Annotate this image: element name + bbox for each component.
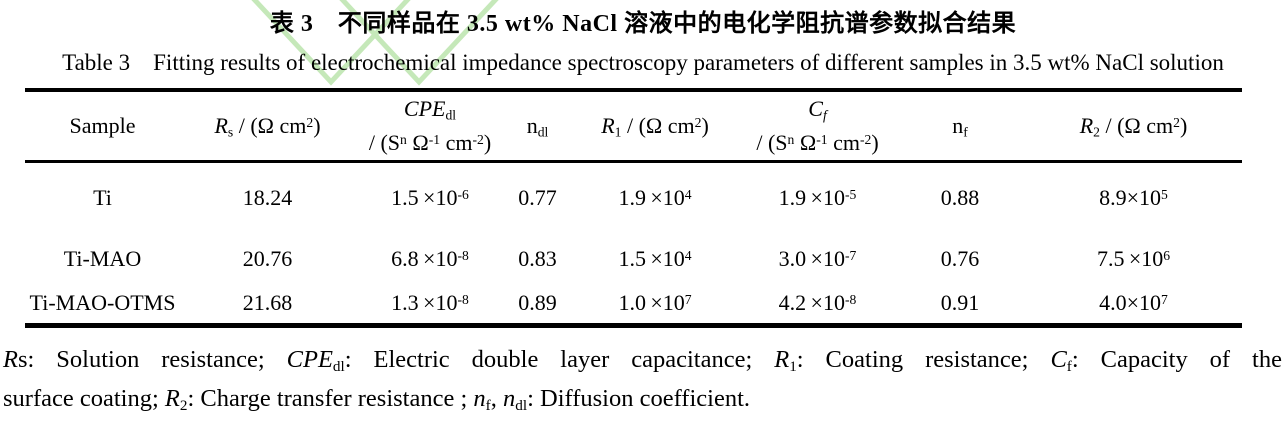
value-cell: 0.89: [518, 290, 557, 316]
value-cell: 21.68: [242, 290, 293, 316]
value-cell: 1.5 ×10-6: [391, 185, 469, 211]
column-header: Cf / (Sn Ω-1 cm-2): [756, 96, 879, 156]
column-header: nf: [952, 113, 968, 140]
table-caption-chinese: 表 3 不同样品在 3.5 wt% NaCl 溶液中的电化学阻抗谱参数拟合结果: [269, 11, 1017, 37]
table-row: Ti-MAO 20.76 6.8 ×10-8 0.83 1.5 ×104 3.0 ×10-…: [25, 234, 1242, 284]
value-cell: 0.88: [940, 185, 980, 211]
value-cell: 4.2 ×10-8: [778, 290, 857, 316]
table-footnote: Rs: Solution resistance; CPEdl: Electric…: [3, 340, 1282, 418]
table-body: Ti 18.24 1.5 ×10-6 0.77 1.9 ×104 1.9 ×10-5 0.8…: [25, 162, 1242, 326]
footnote-line-1: Rs: Solution resistance; CPEdl: Electric…: [3, 346, 1282, 375]
column-header: CPEdl / (Sn Ω-1 cm-2): [368, 96, 492, 156]
column-header: Sample: [69, 113, 136, 139]
footnote-line-2: surface coating; R2: Charge transfer res…: [3, 385, 751, 414]
value-cell: 1.9 ×10-5: [778, 185, 857, 211]
column-header: ndl: [526, 113, 549, 140]
value-cell: 3.0 ×10-7: [778, 245, 857, 271]
value-cell: 1.0 ×107: [618, 290, 692, 316]
value-cell: 20.76: [242, 245, 293, 271]
value-cell: 6.8 ×10-8: [391, 245, 469, 271]
table-header: Sample Rs / (Ω cm2) CPEdl / (Sn Ω-1 cm-2) nd…: [25, 90, 1242, 162]
value-cell: 0.76: [940, 245, 980, 271]
value-cell: 4.0×107: [1099, 290, 1168, 316]
column-header: Rs / (Ω cm2): [214, 113, 321, 140]
table-row: Ti-MAO-OTMS 21.68 1.3 ×10-8 0.89 1.0 ×107 4.2…: [25, 284, 1242, 326]
value-cell: 1.9 ×104: [618, 185, 692, 211]
table-caption-english: Table 3 Fitting results of electrochemic…: [62, 50, 1224, 75]
sample-cell: Ti-MAO-OTMS: [29, 290, 176, 316]
sample-cell: Ti: [93, 185, 112, 211]
table-row: Ti 18.24 1.5 ×10-6 0.77 1.9 ×104 1.9 ×10-5 0.8…: [25, 162, 1242, 234]
header-row: Sample Rs / (Ω cm2) CPEdl / (Sn Ω-1 cm-2) nd…: [25, 90, 1242, 162]
value-cell: 0.83: [518, 245, 557, 271]
table-container: Sample Rs / (Ω cm2) CPEdl / (Sn Ω-1 cm-2) nd…: [25, 88, 1242, 329]
value-cell: 0.91: [940, 290, 980, 316]
value-cell: 1.3 ×10-8: [391, 290, 469, 316]
value-cell: 7.5 ×106: [1096, 245, 1171, 271]
column-header: R2 / (Ω cm2): [1079, 113, 1188, 140]
value-cell: 1.5 ×104: [618, 245, 692, 271]
results-table: Sample Rs / (Ω cm2) CPEdl / (Sn Ω-1 cm-2) nd…: [25, 88, 1242, 329]
value-cell: 18.24: [242, 185, 293, 211]
value-cell: 0.77: [518, 185, 557, 211]
sample-cell: Ti-MAO: [63, 245, 142, 271]
value-cell: 8.9×105: [1099, 185, 1168, 211]
column-header: R1 / (Ω cm2): [601, 113, 709, 140]
